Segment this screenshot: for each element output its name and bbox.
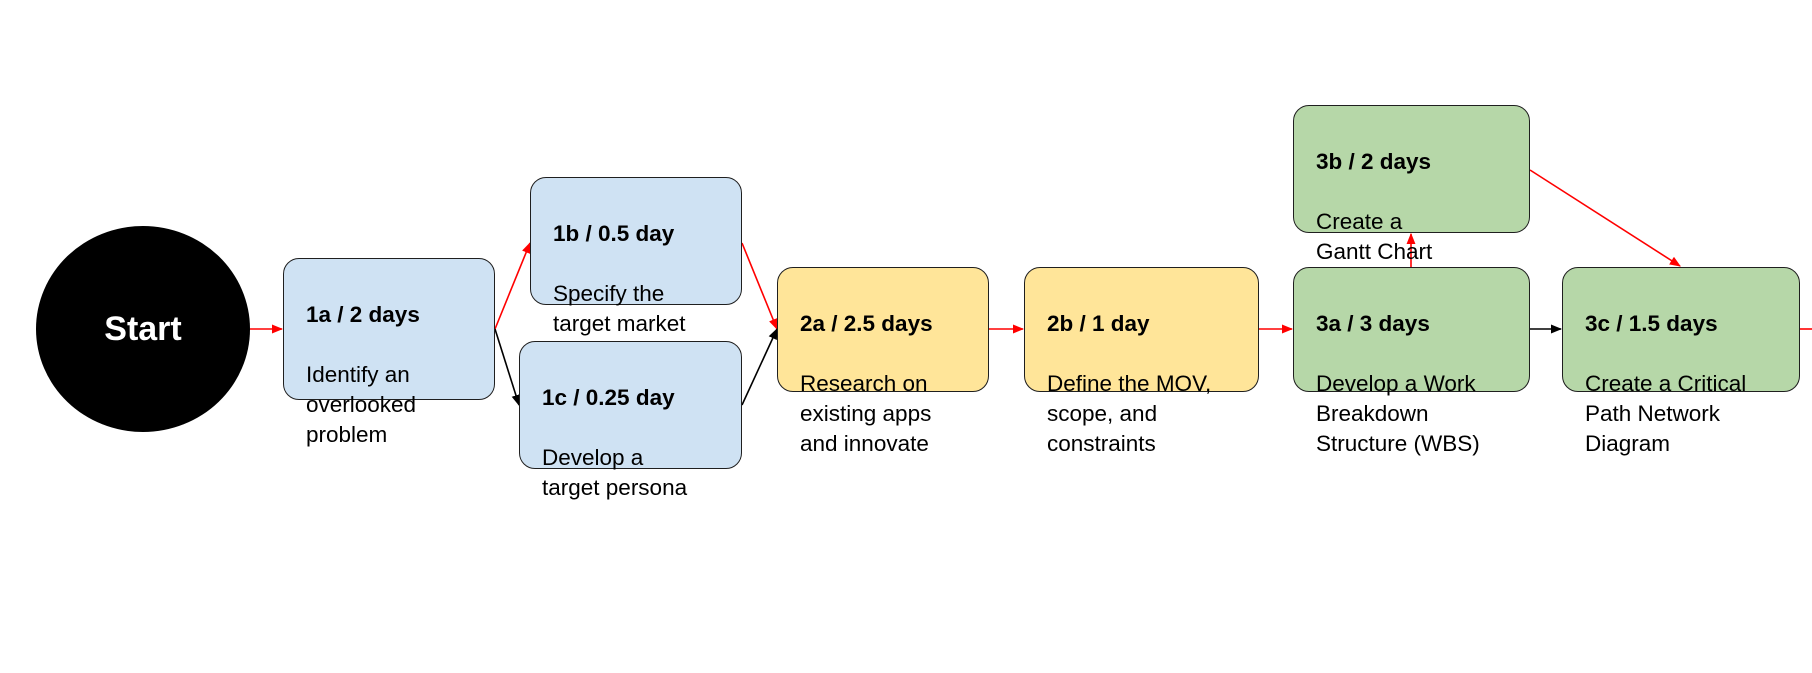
task-title-1b: 1b / 0.5 day — [553, 221, 675, 246]
task-desc-3c: Create a Critical Path Network Diagram — [1585, 371, 1747, 456]
task-node-2a: 2a / 2.5 days Research on existing apps … — [777, 267, 989, 456]
task-node-3c: 3c / 1.5 days Create a Critical Path Net… — [1562, 267, 1800, 456]
task-node-1c: 1c / 0.25 day Develop a target persona — [519, 341, 742, 500]
edge-1c-2a — [741, 327, 778, 406]
edge-1a-1b — [494, 241, 531, 330]
task-title-3a: 3a / 3 days — [1316, 311, 1430, 336]
start-label: Start — [104, 309, 182, 348]
edge-1a-1c — [494, 328, 521, 407]
task-desc-2a: Research on existing apps and innovate — [800, 371, 932, 456]
task-title-3b: 3b / 2 days — [1316, 149, 1432, 174]
edge-1b-2a — [741, 242, 778, 331]
task-title-1a: 1a / 2 days — [306, 302, 420, 327]
task-desc-3b: Create a Gantt Chart — [1316, 209, 1433, 264]
task-title-2b: 2b / 1 day — [1047, 311, 1150, 336]
edge-3b-3c — [1529, 169, 1681, 267]
task-node-1b: 1b / 0.5 day Specify the target market — [530, 177, 742, 336]
task-title-2a: 2a / 2.5 days — [800, 311, 933, 336]
edges-layer — [250, 169, 1812, 407]
start-node: Start — [36, 226, 250, 432]
task-node-1a: 1a / 2 days Identify an overlooked probl… — [283, 258, 495, 447]
task-node-3b: 3b / 2 days Create a Gantt Chart — [1293, 105, 1530, 264]
task-desc-1a: Identify an overlooked problem — [306, 362, 417, 447]
task-desc-1b: Specify the target market — [553, 281, 686, 336]
task-desc-1c: Develop a target persona — [542, 445, 688, 500]
task-desc-2b: Define the MOV, scope, and constraints — [1047, 371, 1212, 456]
task-node-3a: 3a / 3 days Develop a Work Breakdown Str… — [1293, 267, 1530, 456]
task-desc-3a: Develop a Work Breakdown Structure (WBS) — [1316, 371, 1480, 456]
task-node-2b: 2b / 1 day Define the MOV, scope, and co… — [1024, 267, 1259, 456]
task-title-3c: 3c / 1.5 days — [1585, 311, 1718, 336]
task-title-1c: 1c / 0.25 day — [542, 385, 675, 410]
